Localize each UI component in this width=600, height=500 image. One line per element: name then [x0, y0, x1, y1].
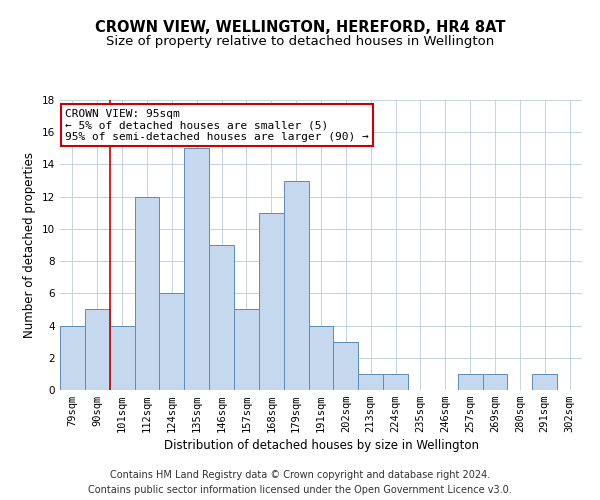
Bar	[234, 310, 259, 390]
Y-axis label: Number of detached properties: Number of detached properties	[23, 152, 37, 338]
Text: CROWN VIEW, WELLINGTON, HEREFORD, HR4 8AT: CROWN VIEW, WELLINGTON, HEREFORD, HR4 8A…	[95, 20, 505, 35]
Bar	[209, 245, 234, 390]
Bar	[60, 326, 85, 390]
Bar	[184, 148, 209, 390]
Bar	[160, 294, 184, 390]
Text: Size of property relative to detached houses in Wellington: Size of property relative to detached ho…	[106, 35, 494, 48]
Bar	[110, 326, 134, 390]
Bar	[284, 180, 308, 390]
Bar	[334, 342, 358, 390]
Text: CROWN VIEW: 95sqm
← 5% of detached houses are smaller (5)
95% of semi-detached h: CROWN VIEW: 95sqm ← 5% of detached house…	[65, 108, 369, 142]
Bar	[383, 374, 408, 390]
Bar	[458, 374, 482, 390]
Text: Contains public sector information licensed under the Open Government Licence v3: Contains public sector information licen…	[88, 485, 512, 495]
Text: Contains HM Land Registry data © Crown copyright and database right 2024.: Contains HM Land Registry data © Crown c…	[110, 470, 490, 480]
Bar	[358, 374, 383, 390]
X-axis label: Distribution of detached houses by size in Wellington: Distribution of detached houses by size …	[163, 440, 479, 452]
Bar	[532, 374, 557, 390]
Bar	[85, 310, 110, 390]
Bar	[482, 374, 508, 390]
Bar	[259, 213, 284, 390]
Bar	[134, 196, 160, 390]
Bar	[308, 326, 334, 390]
